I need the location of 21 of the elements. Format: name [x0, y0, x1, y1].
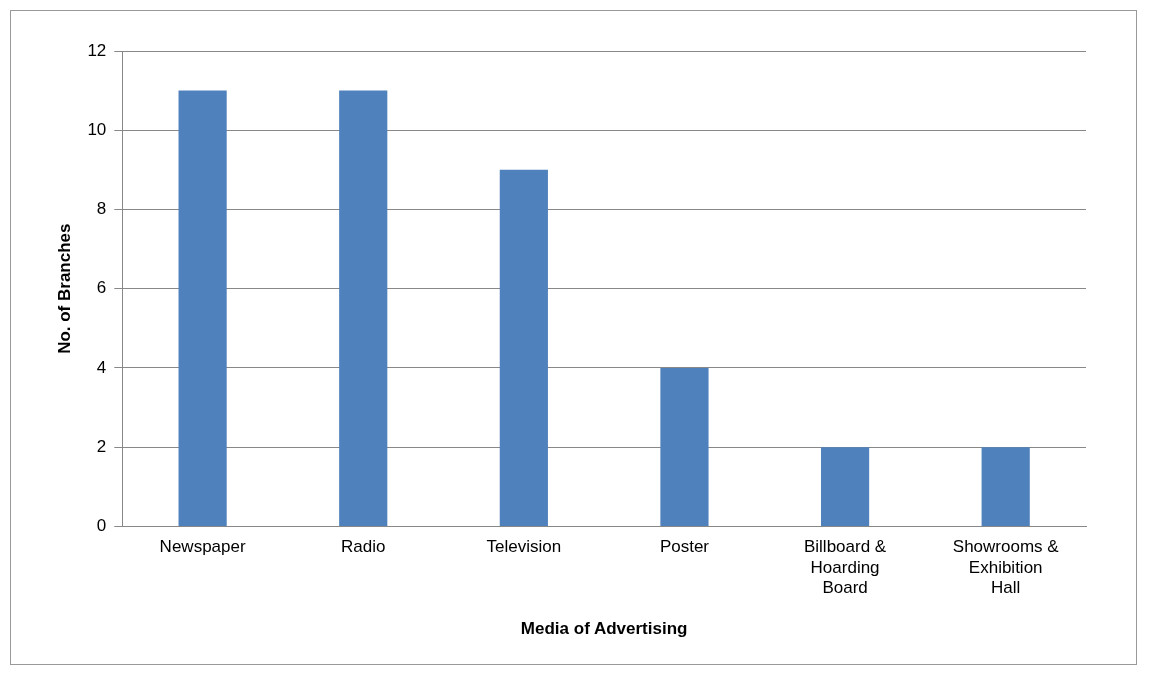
y-axis-title: No. of Branches [54, 223, 74, 354]
bar [339, 90, 388, 526]
x-tick-label: Billboard & Hoarding Board [803, 537, 887, 598]
x-tick-label: Radio [341, 537, 386, 557]
y-tick-label: 10 [87, 119, 107, 139]
y-tick-label: 6 [96, 278, 107, 298]
y-tick-label: 8 [96, 199, 107, 219]
y-tick-label: 4 [96, 357, 107, 377]
x-tick-label: Showrooms & Exhibition Hall [952, 537, 1060, 598]
bar [660, 367, 709, 526]
bar [499, 169, 548, 526]
y-tick-label: 2 [96, 436, 107, 456]
x-axis-title: Media of Advertising [520, 619, 688, 639]
bar [820, 447, 870, 526]
x-tick-label: Newspaper [159, 537, 246, 557]
x-tick-label: Poster [659, 537, 710, 557]
y-tick-label: 0 [96, 516, 107, 536]
y-tick-label: 12 [87, 40, 107, 60]
x-tick-label: Television [486, 537, 562, 557]
bar [178, 90, 227, 526]
bar [981, 447, 1030, 526]
